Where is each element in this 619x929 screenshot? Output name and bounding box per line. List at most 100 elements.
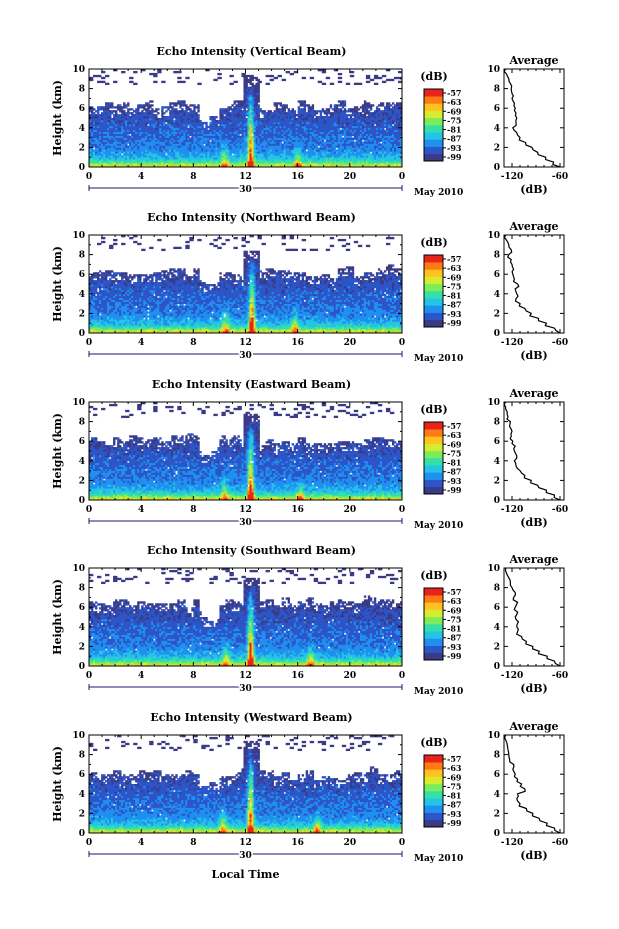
y-axis-label-2: Height (km) [51,413,64,489]
avg-y-tick-label-2-3: 6 [494,437,500,447]
panel-title-2: Echo Intensity (Eastward Beam) [152,378,351,391]
avg-y-tick-label-1-4: 8 [494,251,500,261]
date-label-4: May 2010 [414,854,463,864]
avg-profile-line-2 [503,401,561,501]
y-tick-label-3-1: 2 [79,642,85,652]
avg-profile-line-1 [503,234,561,334]
y-tick-label-3-4: 8 [79,584,85,594]
colorbar-swatch-1-2 [424,305,443,313]
y-axis-label-1: Height (km) [51,246,64,322]
colorbar-tick-1-1: -63 [447,263,462,273]
panel-title-4: Echo Intensity (Westward Beam) [150,711,352,724]
colorbar-swatch-1-1 [424,312,443,321]
colorbar-swatch-1-8 [424,262,443,270]
colorbar-tick-0-1: -63 [447,97,462,107]
colorbar-tick-4-3: -75 [447,781,461,791]
avg-x-label-2: (dB) [520,516,547,529]
avg-y-tick-label-3-4: 8 [494,584,500,594]
colorbar-tick-4-7: -99 [447,818,462,828]
colorbar-swatch-1-9 [424,255,443,263]
avg-y-tick-label-0-3: 6 [494,104,500,114]
colorbar-swatch-2-9 [424,422,443,430]
x-tick-label-0-0: 0 [86,172,92,182]
colorbar-frame-1 [423,254,444,328]
x-tick-label-1-3: 12 [239,338,252,348]
colorbar-tick-1-3: -75 [447,281,461,291]
panel-title-3: Echo Intensity (Southward Beam) [147,544,356,557]
colorbar-swatch-0-6 [424,110,443,119]
y-tick-label-1-1: 2 [79,309,85,319]
y-tick-label-1-3: 6 [79,270,85,280]
colorbar-swatch-3-4 [424,624,443,632]
x-tick-label-2-5: 20 [344,505,357,515]
colorbar-swatch-3-0 [424,652,443,661]
y-axis-label-3: Height (km) [51,579,64,655]
heatmap-canvas-1 [89,235,403,334]
avg-title-0: Average [508,54,558,67]
colorbar-tick-0-4: -81 [447,125,461,135]
day-label-2: 30 [239,518,252,528]
colorbar-swatch-4-0 [424,819,443,828]
x-tick-label-0-2: 8 [190,172,196,182]
x-tick-label-3-4: 16 [291,671,304,681]
colorbar-tick-4-6: -93 [447,809,462,819]
x-tick-label-3-2: 8 [190,671,196,681]
x-axis-label: Local Time [212,868,280,881]
colorbar-swatch-0-3 [424,132,443,140]
y-tick-label-0-3: 6 [79,104,85,114]
x-tick-label-2-3: 12 [239,505,252,515]
avg-x-tick-label-3-0: -120 [501,671,524,681]
x-tick-label-4-2: 8 [190,838,196,848]
avg-frame-1 [503,234,565,334]
x-tick-label-1-6: 0 [399,338,405,348]
y-tick-label-2-4: 8 [79,418,85,428]
colorbar-tick-3-7: -99 [447,651,462,661]
date-label-2: May 2010 [414,521,463,531]
x-tick-label-4-3: 12 [239,838,252,848]
y-tick-label-4-4: 8 [79,751,85,761]
colorbar-swatch-4-6 [424,776,443,785]
avg-y-tick-label-2-4: 8 [494,418,500,428]
x-tick-label-4-6: 0 [399,838,405,848]
colorbar-frame-0 [423,88,444,162]
avg-y-tick-label-4-2: 4 [494,790,500,800]
colorbar-swatch-2-3 [424,465,443,473]
date-label-1: May 2010 [414,354,463,364]
colorbar-swatch-2-1 [424,479,443,488]
x-tick-label-0-4: 16 [291,172,304,182]
colorbar-tick-3-3: -75 [447,614,461,624]
colorbar-tick-3-2: -69 [447,605,462,615]
day-label-1: 30 [239,351,252,361]
avg-y-tick-label-2-0: 0 [494,496,500,506]
y-tick-label-3-0: 0 [79,662,85,672]
y-tick-label-4-2: 4 [79,790,85,800]
colorbar-swatch-0-1 [424,146,443,155]
avg-title-3: Average [508,553,558,566]
colorbar-frame-2 [423,421,444,495]
y-tick-label-2-5: 10 [72,398,85,408]
colorbar-tick-4-2: -69 [447,772,462,782]
avg-x-tick-label-2-1: -60 [552,505,568,515]
colorbar-tick-1-0: -57 [447,254,461,264]
avg-x-tick-label-1-0: -120 [501,338,524,348]
x-tick-label-2-0: 0 [86,505,92,515]
avg-frame-0 [503,68,565,168]
y-tick-label-2-3: 6 [79,437,85,447]
avg-y-tick-label-3-3: 6 [494,603,500,613]
colorbar-swatch-1-7 [424,269,443,277]
avg-y-tick-label-4-3: 6 [494,770,500,780]
x-tick-label-1-5: 20 [344,338,357,348]
x-tick-label-0-5: 20 [344,172,357,182]
colorbar-title-2: (dB) [420,403,447,416]
colorbar-tick-4-1: -63 [447,763,462,773]
heatmap-canvas-0 [89,69,403,168]
colorbar-tick-3-5: -87 [447,633,461,643]
day-label-4: 30 [239,851,252,861]
avg-y-tick-label-3-2: 4 [494,623,500,633]
colorbar-swatch-2-4 [424,458,443,466]
colorbar-swatch-1-5 [424,283,443,292]
colorbar-frame-4 [423,754,444,828]
y-tick-label-1-4: 8 [79,251,85,261]
colorbar-tick-2-0: -57 [447,421,461,431]
